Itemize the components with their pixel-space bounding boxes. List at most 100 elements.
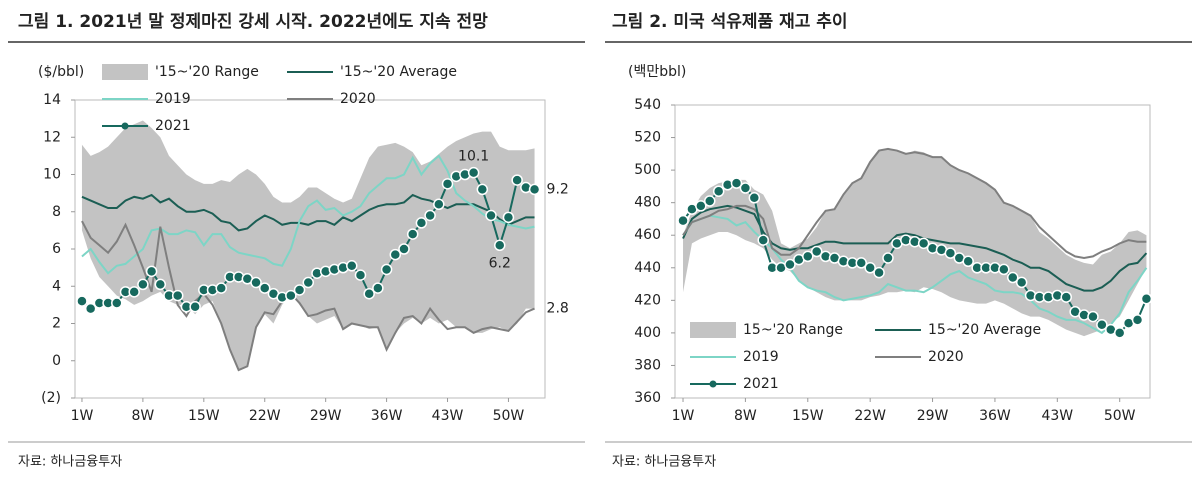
y-tick-label: 10 — [43, 167, 61, 183]
y-tick-label: 4 — [52, 278, 61, 294]
x-tick-label: 43W — [1041, 408, 1073, 424]
series-line — [81, 193, 535, 232]
y-tick-label: 420 — [634, 292, 661, 308]
marker — [1140, 292, 1153, 305]
marker — [398, 243, 410, 255]
x-tick-label: 36W — [371, 408, 403, 424]
marker — [704, 195, 716, 207]
legend-swatch — [690, 322, 736, 338]
y-tick-label: (2) — [41, 390, 61, 406]
marker — [285, 289, 297, 302]
marker — [293, 284, 306, 296]
marker — [802, 250, 814, 263]
legend-label: '15~'20 Average — [340, 64, 457, 80]
y-tick-label: 440 — [634, 260, 661, 276]
source: 자료: 하나금융투자 — [612, 455, 716, 470]
marker — [250, 276, 262, 289]
marker — [944, 247, 957, 259]
marker — [433, 198, 445, 211]
x-tick-label: 15W — [188, 408, 220, 424]
marker — [76, 295, 88, 307]
chart: 그림 1. 2021년 말 정제마진 강세 시작. 2022년에도 지속 전망 (… — [8, 11, 585, 470]
marker — [145, 265, 158, 278]
x-tick-label: 29W — [917, 408, 949, 424]
marker — [137, 278, 149, 291]
marker — [855, 257, 868, 269]
y-tick-label: 480 — [634, 195, 661, 211]
x-tick-label: 22W — [249, 408, 281, 424]
marker — [128, 286, 140, 298]
legend-label: 15~'20 Range — [743, 322, 843, 338]
chart: 그림 2. 미국 석유제품 재고 추이 (백만bbl) 자료: 하나금융투자 360 3… — [605, 12, 1192, 470]
y-tick-label: 520 — [634, 130, 661, 146]
x-tick-label: 50W — [1104, 408, 1136, 424]
marker — [363, 287, 375, 300]
marker — [476, 183, 489, 196]
marker — [1087, 310, 1099, 323]
source: 자료: 하나금융투자 — [18, 455, 122, 470]
marker — [406, 228, 419, 240]
marker — [864, 262, 876, 274]
chart-title: 그림 1. 2021년 말 정제마진 강세 시작. 2022년에도 지속 전망 — [18, 11, 488, 32]
x-tick-label: 36W — [979, 408, 1011, 424]
marker — [154, 278, 167, 291]
marker — [84, 302, 97, 315]
y-tick-label: 12 — [43, 129, 61, 145]
marker — [302, 276, 315, 289]
marker — [502, 211, 515, 224]
y-tick-label: 460 — [634, 227, 661, 243]
y-tick-label: 8 — [52, 204, 61, 220]
marker — [215, 282, 227, 294]
annotation: 10.1 — [458, 149, 489, 165]
series-line — [81, 154, 535, 275]
marker — [467, 166, 480, 179]
marker — [493, 239, 506, 252]
legend-label: 2019 — [743, 349, 779, 365]
marker — [424, 209, 436, 222]
marker — [810, 245, 823, 258]
y-tick-label: 500 — [634, 162, 661, 178]
annotation: 2.8 — [547, 301, 569, 317]
series-line — [682, 147, 1147, 260]
legend-label: '15~'20 Range — [155, 64, 259, 80]
marker — [677, 214, 689, 227]
legend-label: 2021 — [743, 376, 779, 392]
plot-frame — [674, 104, 1151, 399]
marker — [998, 263, 1010, 276]
marker — [695, 200, 707, 212]
x-tick-label: 1W — [672, 408, 695, 424]
y-tick-label: 540 — [634, 97, 661, 113]
marker — [441, 178, 454, 190]
marker — [757, 234, 769, 246]
marker — [873, 266, 885, 279]
marker — [739, 182, 752, 194]
y-tick-label: 14 — [43, 92, 61, 108]
legend-label: 2020 — [928, 349, 964, 365]
y-tick-label: 380 — [634, 357, 661, 373]
series-line — [81, 220, 535, 372]
annotation: 6.2 — [489, 255, 511, 271]
x-tick-label: 1W — [71, 408, 94, 424]
marker — [730, 177, 743, 189]
marker — [1096, 319, 1108, 331]
marker — [748, 192, 761, 204]
marker — [189, 300, 201, 313]
y-tick-label: 2 — [52, 316, 61, 332]
marker — [528, 183, 541, 196]
marker — [346, 260, 358, 272]
y-tick-label: 400 — [634, 325, 661, 341]
marker — [485, 209, 497, 222]
legend-marker — [709, 380, 717, 388]
marker — [712, 185, 725, 198]
legend-label: 2020 — [340, 91, 376, 107]
marker — [1060, 291, 1072, 303]
marker — [171, 289, 184, 302]
x-tick-label: 15W — [792, 408, 824, 424]
legend-swatch — [102, 64, 148, 80]
marker — [917, 237, 930, 250]
marker — [1015, 276, 1028, 289]
y-tick-label: 0 — [52, 353, 61, 369]
legend-marker — [121, 122, 129, 130]
marker — [372, 282, 384, 294]
